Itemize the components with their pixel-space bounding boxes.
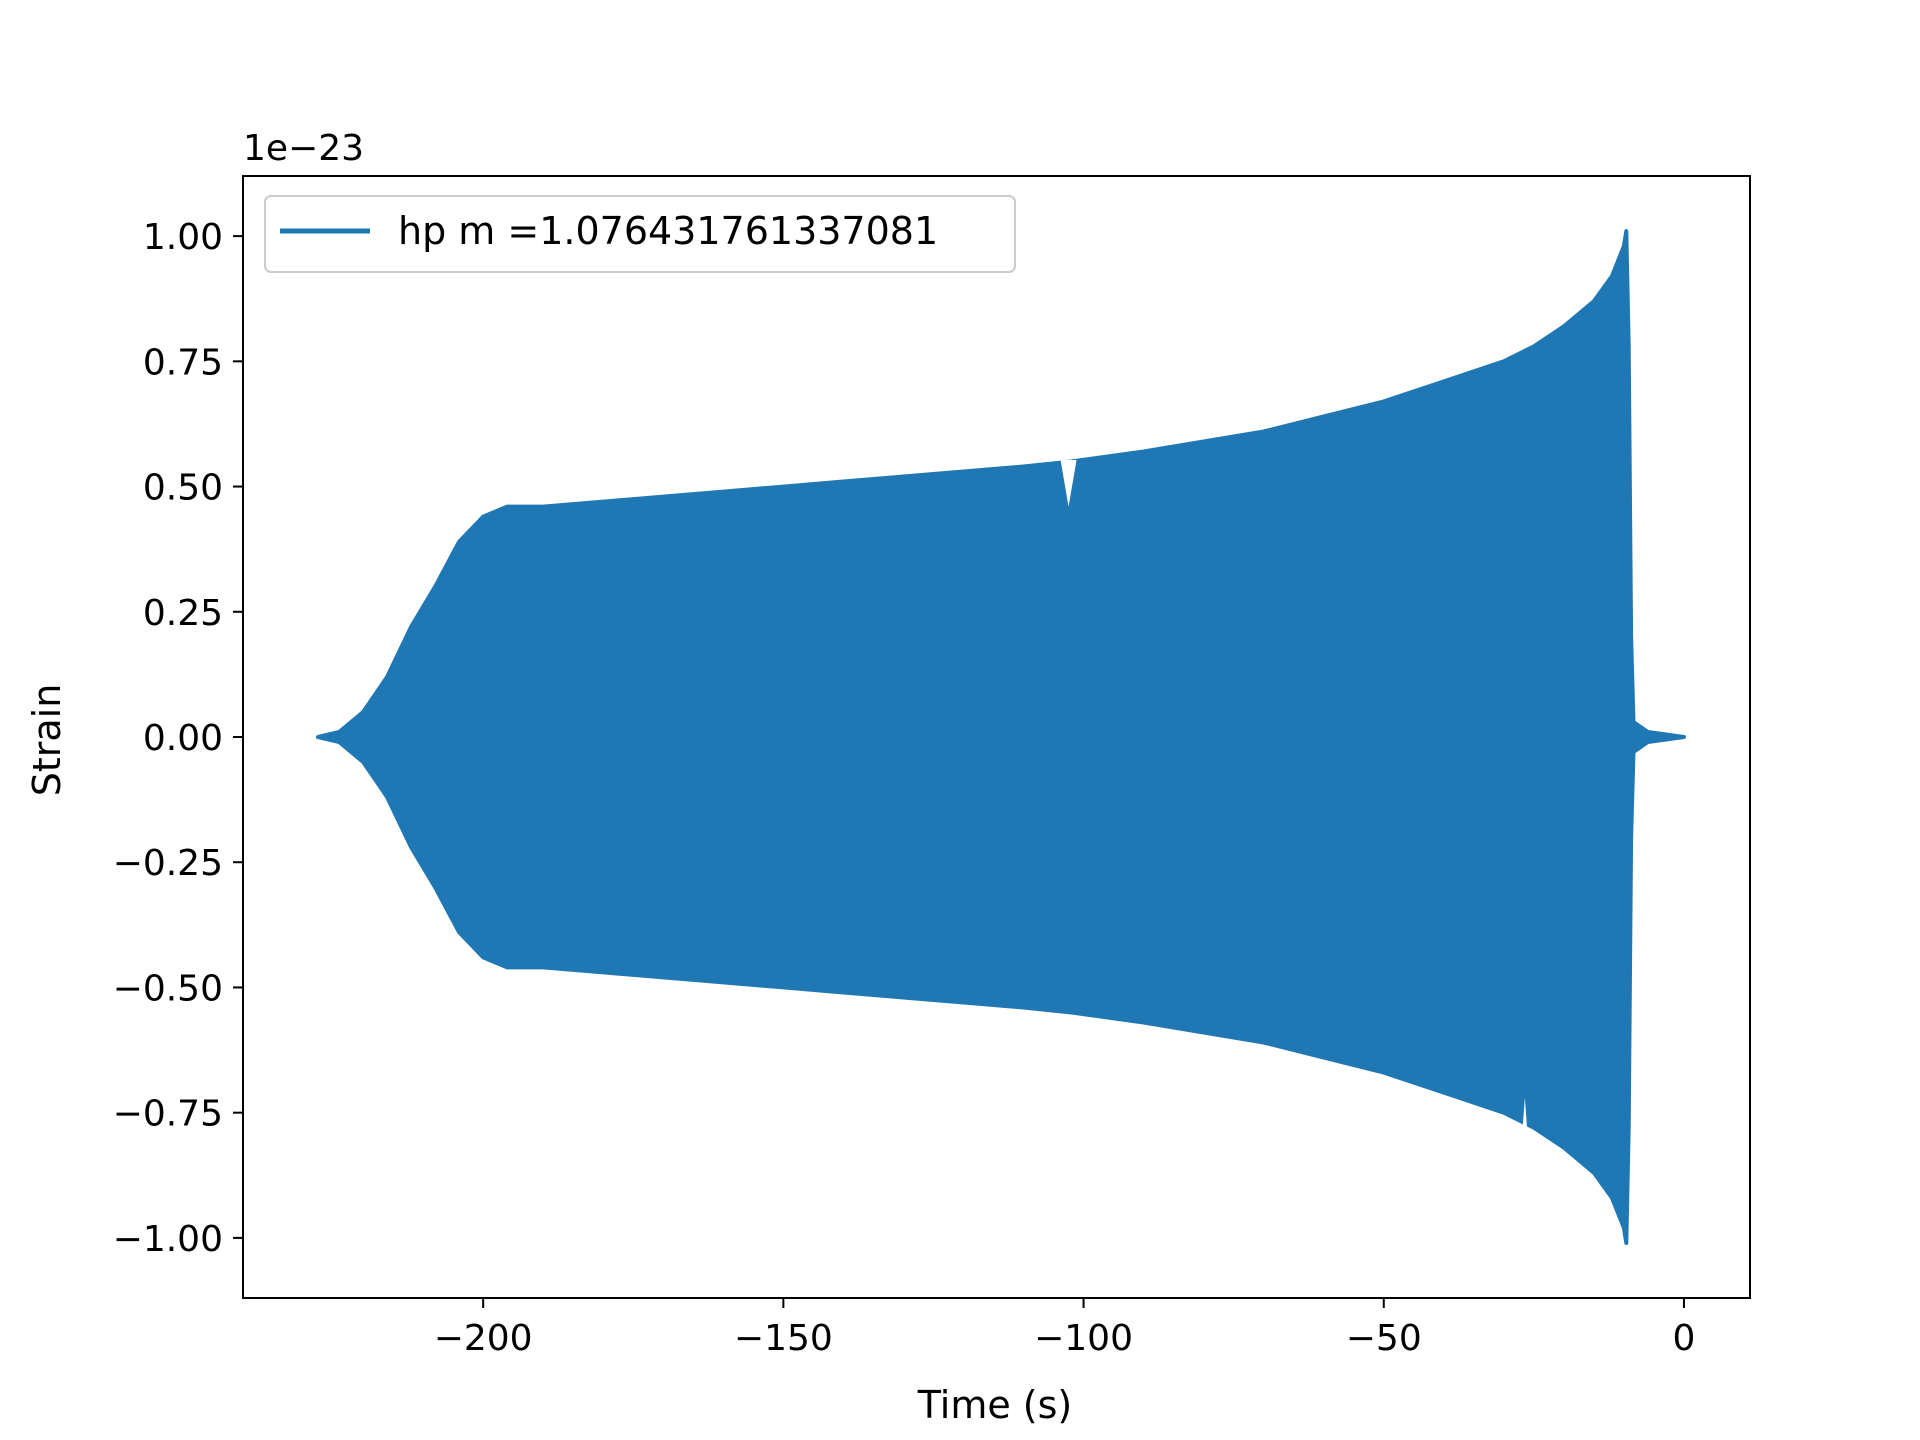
legend: hp m =1.076431761337081 (264, 195, 1016, 273)
y-tick-label: −0.75 (113, 1094, 223, 1135)
legend-box (264, 195, 1016, 273)
envelope-notch-0 (1060, 460, 1077, 507)
plot-area (316, 229, 1686, 1245)
series-line-0 (316, 229, 1686, 1245)
y-tick-label: −0.25 (113, 843, 223, 884)
x-tick-label: −100 (1034, 1318, 1133, 1359)
x-tick-label: −150 (734, 1318, 833, 1359)
y-tick-label: −1.00 (113, 1219, 223, 1260)
envelope-notch-1 (1521, 1097, 1528, 1139)
legend-entry: hp m =1.076431761337081 (398, 209, 938, 253)
y-tick-label: 0.75 (143, 342, 223, 383)
axes: −200 −150 −100 −50 0 1.00 0.75 0.50 0.25 0.00 −0.2… (113, 175, 1751, 1359)
y-tick-label: 0.25 (143, 593, 223, 634)
y-tick-label: 0.50 (143, 468, 223, 509)
x-tick-label: −200 (434, 1318, 533, 1359)
y-axis-label: Strain (25, 684, 69, 797)
y-tick-label: −0.50 (113, 968, 223, 1009)
y-tick-label: 0.00 (143, 718, 223, 759)
x-axis-label: Time (s) (917, 1383, 1073, 1427)
x-tick-label: −50 (1346, 1318, 1422, 1359)
y-tick-label: 1.00 (143, 217, 223, 258)
x-tick-label: 0 (1673, 1318, 1696, 1359)
y-offset-label: 1e−23 (243, 128, 364, 169)
